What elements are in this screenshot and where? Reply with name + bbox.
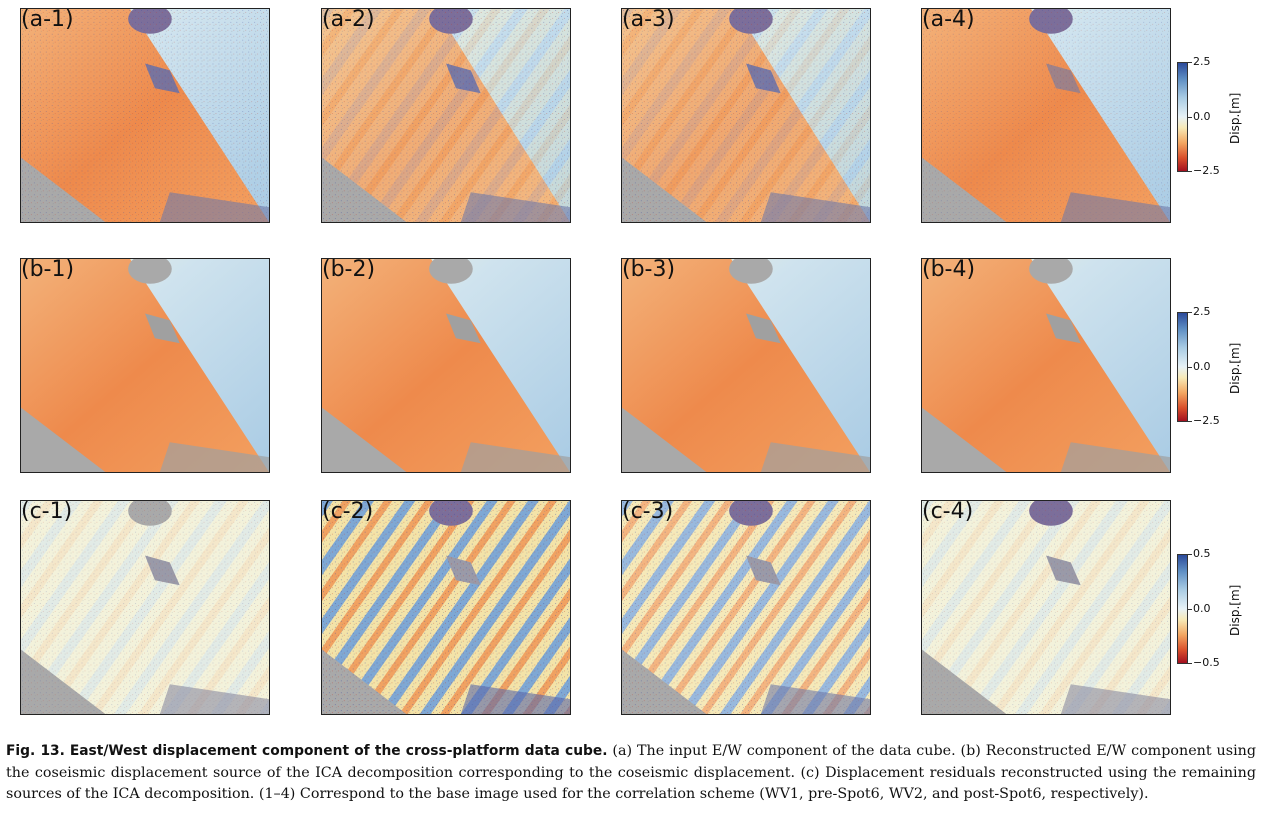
panel-a4: (a-4) xyxy=(921,8,1171,223)
panel-label: (c-4) xyxy=(922,500,974,524)
figure-title: East/West displacement component of the … xyxy=(69,743,608,759)
panel-label: (c-3) xyxy=(622,500,674,524)
panel-label: (b-1) xyxy=(21,258,75,282)
colorbar-a-tick-top: 2.5 xyxy=(1193,55,1211,68)
panel-a2: (a-2) xyxy=(321,8,571,223)
residual-map xyxy=(21,501,269,714)
colorbar-a-tick-mid: 0.0 xyxy=(1193,110,1211,123)
colorbar-b-tick-top: 2.5 xyxy=(1193,305,1211,318)
panel-label: (c-2) xyxy=(322,500,374,524)
displacement-map xyxy=(622,9,870,222)
colorbar-b-tick-bottom: −2.5 xyxy=(1193,414,1220,427)
residual-map xyxy=(322,501,570,714)
caption-body: (a) The input E/W component of the data … xyxy=(6,743,1257,802)
displacement-map xyxy=(21,259,269,472)
colorbar-c-tick-bottom: −0.5 xyxy=(1193,656,1220,669)
panel-label: (b-2) xyxy=(322,258,376,282)
panel-label: (a-3) xyxy=(622,8,675,32)
figure-label: Fig. 13. xyxy=(6,743,65,759)
panel-label: (a-2) xyxy=(322,8,375,32)
displacement-map xyxy=(922,259,1170,472)
panel-label: (c-1) xyxy=(21,500,73,524)
colorbar-c-label: Disp.[m] xyxy=(1228,584,1242,636)
panel-b2: (b-2) xyxy=(321,258,571,473)
displacement-map xyxy=(622,259,870,472)
colorbar-a xyxy=(1177,62,1188,172)
panel-label: (a-4) xyxy=(922,8,975,32)
colorbar-b-label: Disp.[m] xyxy=(1228,342,1242,394)
displacement-map xyxy=(922,9,1170,222)
colorbar-b-tick-mid: 0.0 xyxy=(1193,360,1211,373)
colorbar-c-tick-top: 0.5 xyxy=(1193,547,1211,560)
displacement-map xyxy=(322,9,570,222)
panel-c1: (c-1) xyxy=(20,500,270,715)
panel-label: (b-4) xyxy=(922,258,976,282)
panel-c2: (c-2) xyxy=(321,500,571,715)
residual-map xyxy=(922,501,1170,714)
colorbar-b xyxy=(1177,312,1188,422)
colorbar-c xyxy=(1177,554,1188,664)
panel-b1: (b-1) xyxy=(20,258,270,473)
colorbar-a-label: Disp.[m] xyxy=(1228,92,1242,144)
displacement-map xyxy=(21,9,269,222)
panel-b4: (b-4) xyxy=(921,258,1171,473)
colorbar-a-tick-bottom: −2.5 xyxy=(1193,164,1220,177)
displacement-map xyxy=(322,259,570,472)
panel-a1: (a-1) xyxy=(20,8,270,223)
panel-a3: (a-3) xyxy=(621,8,871,223)
panel-c3: (c-3) xyxy=(621,500,871,715)
panel-label: (b-3) xyxy=(622,258,676,282)
panel-label: (a-1) xyxy=(21,8,74,32)
residual-map xyxy=(622,501,870,714)
panel-c4: (c-4) xyxy=(921,500,1171,715)
colorbar-c-tick-mid: 0.0 xyxy=(1193,602,1211,615)
figure-caption: Fig. 13. East/West displacement componen… xyxy=(6,741,1256,806)
panel-b3: (b-3) xyxy=(621,258,871,473)
